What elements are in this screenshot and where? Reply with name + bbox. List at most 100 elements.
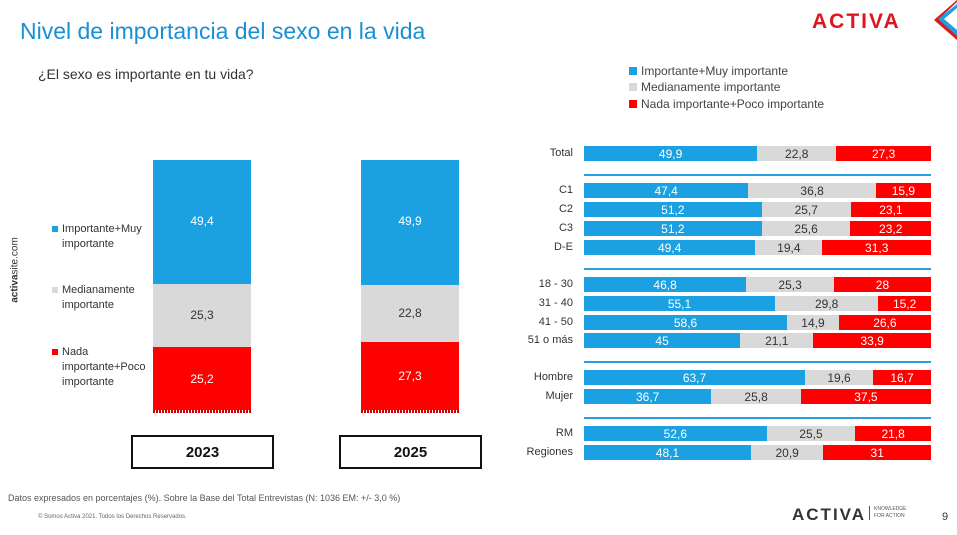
- bar-2023-not-important: 25,2: [153, 347, 251, 410]
- tagline: KNOWLEDGE FOR ACTION: [869, 506, 919, 520]
- hbar-not-important: 31,3: [822, 240, 931, 255]
- bar-baseline: [361, 410, 459, 413]
- hbar-value-label: 25,6: [794, 221, 818, 236]
- hbar-medium: 14,9: [787, 315, 839, 330]
- hbar-medium: 25,3: [746, 277, 834, 292]
- row-label: 41 - 50: [538, 316, 573, 328]
- copyright: © Somos Activa 2021. Todos los Derechos …: [38, 514, 187, 520]
- hbar-value-label: 46,8: [653, 277, 677, 292]
- hbar-value-label: 29,8: [814, 296, 839, 311]
- row-label: 31 - 40: [538, 297, 573, 309]
- hbar-important: 49,9: [584, 146, 758, 161]
- legend-left-not-important: Nada importante+Poco importante: [52, 345, 152, 390]
- legend-right-swatch-important: [629, 67, 637, 75]
- hbar-not-important: 15,9: [875, 183, 931, 198]
- legend-right-important: Importante+Muy importante: [629, 64, 788, 78]
- legend-right-not-important: Nada importante+Poco importante: [629, 97, 824, 111]
- hbar-value-label: 49,9: [658, 146, 683, 161]
- row-label: Total: [549, 147, 573, 159]
- hbar-important: 55,1: [584, 296, 775, 311]
- hbar-medium: 29,8: [775, 296, 879, 311]
- hbar-not-important: 15,2: [878, 296, 931, 311]
- legend-right-swatch-medium: [629, 83, 637, 91]
- hbar-medium: 22,8: [757, 146, 837, 161]
- hbar-not-important: 28: [833, 277, 931, 292]
- hbar-value-label: 20,9: [775, 445, 799, 460]
- row-label: 51 o más: [527, 334, 573, 346]
- hbar-medium: 25,5: [766, 426, 856, 441]
- bar-2023-important: 49,4: [153, 160, 251, 284]
- hbar-not-important: 23,2: [850, 221, 931, 236]
- row-label: 18 - 30: [538, 278, 573, 290]
- hbar-not-important: 33,9: [813, 333, 931, 348]
- hbar-medium: 21,1: [740, 333, 814, 348]
- legend-left-not-important-label: Nada importante+Poco importante: [62, 346, 146, 388]
- group-separator: [584, 268, 931, 270]
- year-label-2023: 2023: [131, 435, 274, 469]
- hbar-not-important: 16,7: [873, 370, 931, 385]
- row-label: C2: [558, 203, 573, 215]
- hbar-value-label: 23,2: [879, 221, 903, 236]
- hbar-value-label: 25,3: [778, 277, 802, 292]
- question-text: ¿El sexo es importante en tu vida?: [38, 66, 254, 82]
- bar-2025-not-important: 27,3: [361, 341, 459, 410]
- hbar-value-label: 26,6: [873, 315, 897, 330]
- hbar-value-label: 37,5: [854, 389, 878, 404]
- hbar-value-label: 22,8: [785, 146, 809, 161]
- bar-value-label: 27,3: [398, 368, 422, 383]
- hbar-value-label: 48,1: [655, 445, 680, 460]
- group-separator: [584, 361, 931, 363]
- hbar-important: 36,7: [584, 389, 712, 404]
- activa-logo-bottom: ACTIVA: [792, 505, 867, 524]
- hbar-important: 48,1: [584, 445, 751, 460]
- hbar-value-label: 36,8: [800, 183, 824, 198]
- hbar-not-important: 21,8: [855, 426, 931, 441]
- hbar-not-important: 37,5: [800, 389, 931, 404]
- bar-value-label: 25,2: [190, 371, 214, 386]
- bar-value-label: 25,3: [190, 308, 214, 323]
- legend-right-not-important-label: Nada importante+Poco importante: [641, 97, 825, 111]
- bar-value-label: 49,4: [190, 214, 214, 229]
- hbar-value-label: 19,6: [827, 370, 851, 385]
- hbar-important: 51,2: [584, 202, 762, 217]
- group-separator: [584, 174, 931, 176]
- tagline-line-2: FOR ACTION: [874, 513, 905, 519]
- hbar-not-important: 31: [823, 445, 931, 460]
- footnote: Datos expresados en porcentajes (%). Sob…: [8, 493, 401, 503]
- hbar-medium: 20,9: [750, 445, 824, 460]
- legend-right-medium: Medianamente importante: [629, 80, 780, 94]
- row-label: RM: [555, 427, 573, 439]
- hbar-important: 63,7: [584, 370, 806, 385]
- hbar-important: 47,4: [584, 183, 749, 198]
- bar-value-label: 22,8: [398, 306, 422, 321]
- legend-right-swatch-not-important: [629, 100, 637, 108]
- hbar-important: 58,6: [584, 315, 788, 330]
- hbar-value-label: 51,2: [661, 202, 685, 217]
- legend-left-medium-label: Medianamente importante: [62, 284, 135, 311]
- hbar-not-important: 27,3: [836, 146, 931, 161]
- hbar-not-important: 26,6: [838, 315, 931, 330]
- hbar-value-label: 15,2: [892, 296, 917, 311]
- hbar-medium: 19,4: [755, 240, 823, 255]
- tagline-line-1: KNOWLEDGE: [874, 506, 907, 512]
- page-number: 9: [942, 511, 949, 523]
- side-brand-bold: activa: [9, 274, 21, 303]
- legend-swatch-not-important: [52, 349, 58, 355]
- hbar-important: 45: [584, 333, 741, 348]
- hbar-value-label: 25,5: [799, 426, 823, 441]
- hbar-value-label: 58,6: [673, 315, 698, 330]
- hbar-value-label: 51,2: [661, 221, 685, 236]
- brand-swoosh-icon: [934, 0, 957, 40]
- year-label-2025: 2025: [339, 435, 482, 469]
- hbar-value-label: 55,1: [667, 296, 692, 311]
- legend-right-important-label: Importante+Muy importante: [641, 64, 789, 78]
- hbar-medium: 25,8: [711, 389, 801, 404]
- row-label: Mujer: [545, 390, 573, 402]
- bar-value-label: 49,9: [398, 214, 422, 228]
- page-title: Nivel de importancia del sexo en la vida: [20, 18, 426, 44]
- hbar-value-label: 47,4: [654, 183, 678, 198]
- bar-baseline: [153, 410, 251, 413]
- bar-2023-medium: 25,3: [153, 283, 251, 347]
- group-separator: [584, 417, 931, 419]
- hbar-medium: 25,7: [761, 202, 851, 217]
